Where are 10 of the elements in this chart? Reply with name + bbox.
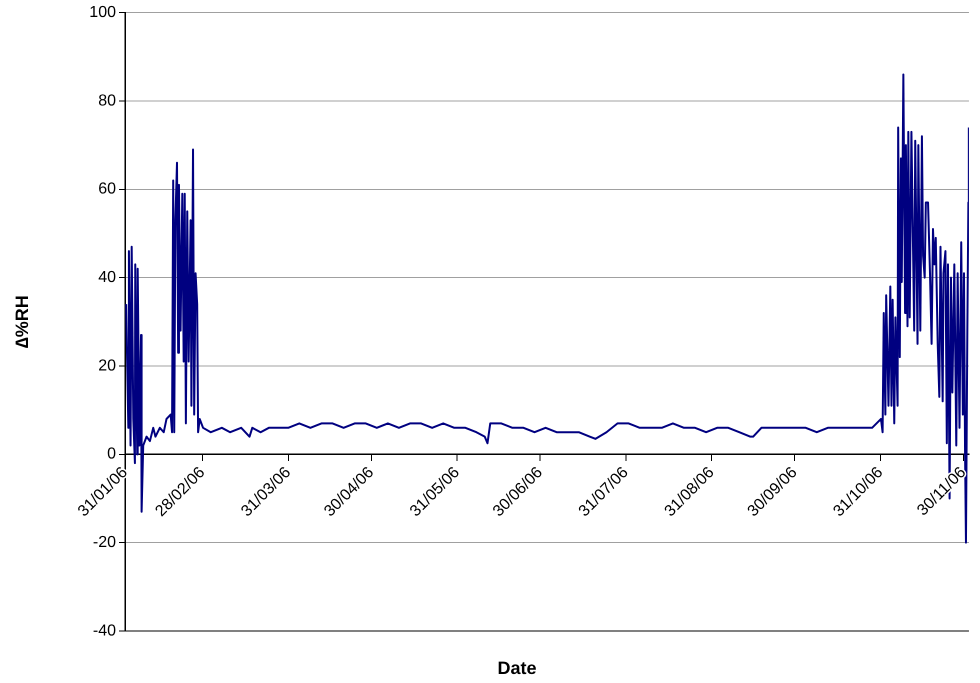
y-axis-title: ∆%RH (12, 295, 32, 348)
x-axis-title: Date (497, 658, 536, 678)
y-tick-label: -20 (92, 534, 116, 552)
y-tick-label: 80 (98, 92, 116, 110)
y-tick-label: 60 (98, 180, 116, 198)
y-tick-label: 20 (98, 357, 116, 374)
y-tick-label: 100 (89, 4, 116, 22)
y-tick-label: -40 (92, 622, 116, 640)
y-tick-label: 40 (98, 269, 116, 286)
y-tick-label: 0 (107, 446, 116, 463)
